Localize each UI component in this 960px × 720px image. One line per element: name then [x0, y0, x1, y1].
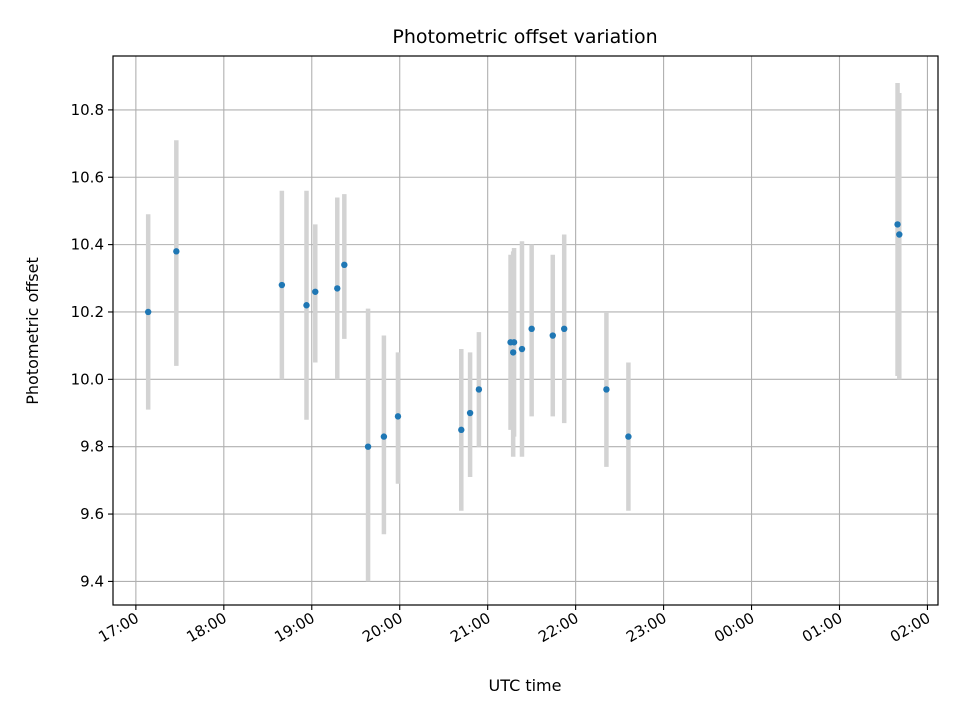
y-tick-label: 9.6 — [80, 505, 104, 523]
data-point — [144, 308, 152, 316]
data-point — [334, 285, 341, 292]
data-point — [509, 349, 517, 356]
y-tick-label: 10.0 — [71, 370, 104, 388]
data-point — [549, 332, 556, 339]
y-tick-label: 10.4 — [71, 236, 104, 254]
y-axis-title: Photometric offset — [23, 257, 42, 405]
data-point — [518, 345, 526, 353]
data-points — [144, 221, 903, 450]
data-point — [458, 426, 465, 434]
plot-frame — [112, 55, 939, 606]
x-axis-title: UTC time — [489, 676, 562, 695]
data-point — [364, 443, 372, 450]
data-point — [278, 281, 286, 289]
y-tick-label: 9.8 — [80, 438, 104, 456]
y-tick-label: 9.4 — [80, 572, 104, 590]
data-point — [560, 325, 568, 333]
data-point — [394, 413, 402, 420]
data-point — [896, 231, 903, 238]
data-point — [466, 409, 474, 417]
data-point — [510, 339, 518, 346]
y-axis-ticks: 9.4 9.6 9.8 10.0 10.2 10.4 10.6 10.8 — [71, 101, 113, 590]
data-point — [173, 248, 180, 255]
grid — [113, 56, 938, 605]
data-point — [312, 288, 319, 295]
chart-title: Photometric offset variation — [392, 26, 657, 48]
data-point — [380, 433, 388, 440]
y-tick-label: 10.2 — [71, 303, 104, 321]
y-tick-label: 10.8 — [71, 101, 104, 119]
data-point — [894, 221, 901, 228]
y-tick-label: 10.6 — [71, 168, 104, 186]
data-point — [528, 325, 535, 333]
data-point — [341, 261, 348, 269]
data-point — [603, 386, 610, 393]
data-point — [475, 386, 483, 393]
data-point — [625, 433, 632, 440]
data-point — [303, 302, 310, 309]
